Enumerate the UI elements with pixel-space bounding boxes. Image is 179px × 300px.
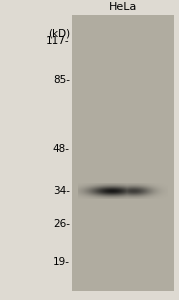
- Text: 48-: 48-: [53, 145, 70, 154]
- Text: HeLa: HeLa: [108, 2, 137, 12]
- Text: 19-: 19-: [53, 257, 70, 267]
- Text: 117-: 117-: [46, 36, 70, 46]
- Text: 26-: 26-: [53, 219, 70, 229]
- Text: 34-: 34-: [53, 186, 70, 197]
- Text: 85-: 85-: [53, 75, 70, 85]
- Text: (kD): (kD): [48, 28, 70, 39]
